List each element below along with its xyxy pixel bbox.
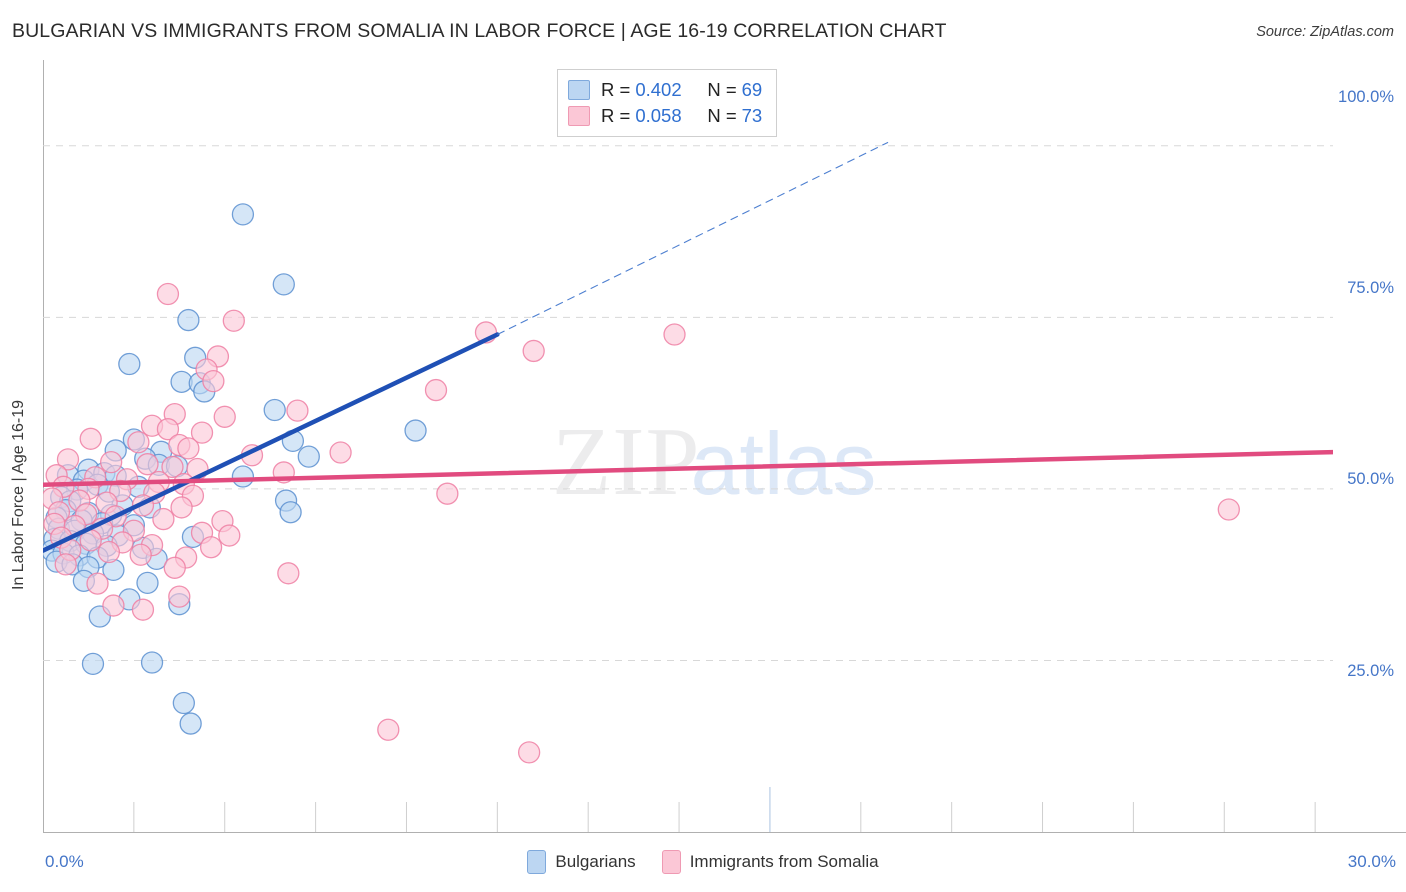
data-point bbox=[424, 378, 448, 402]
data-point bbox=[136, 571, 159, 595]
stat-n-value-bulgarians: 69 bbox=[741, 79, 763, 100]
data-point bbox=[79, 427, 102, 450]
data-point bbox=[213, 405, 236, 428]
data-point bbox=[231, 203, 255, 226]
data-point bbox=[522, 339, 545, 363]
series-legend: Bulgarians Immigrants from Somalia bbox=[0, 850, 1406, 874]
data-point bbox=[286, 399, 309, 422]
legend-swatch-somalia bbox=[661, 850, 681, 874]
plot-area bbox=[43, 60, 1333, 832]
trendline-immigrants-from-somalia bbox=[43, 449, 1333, 488]
stat-swatch-somalia bbox=[568, 106, 590, 126]
data-point bbox=[277, 562, 300, 585]
data-point bbox=[218, 524, 241, 547]
data-point bbox=[156, 282, 180, 306]
data-point bbox=[436, 482, 459, 505]
data-point bbox=[140, 651, 164, 674]
y-tick-label-75: 75.0% bbox=[1347, 279, 1394, 297]
data-point bbox=[297, 445, 320, 468]
data-point bbox=[152, 507, 175, 531]
data-point bbox=[177, 308, 200, 332]
data-point bbox=[329, 441, 352, 464]
data-point bbox=[663, 323, 686, 346]
data-point bbox=[263, 398, 286, 422]
data-point bbox=[156, 418, 180, 441]
data-point bbox=[163, 556, 186, 579]
trendline-extension-bulgarians bbox=[497, 141, 889, 335]
stat-n-value-somalia: 73 bbox=[741, 105, 763, 126]
y-axis-title: In Labor Force | Age 16-19 bbox=[10, 399, 27, 590]
data-point bbox=[517, 741, 541, 764]
source-label: Source: ZipAtlas.com bbox=[1256, 24, 1394, 40]
y-tick-label-50: 50.0% bbox=[1347, 470, 1394, 488]
stat-n-key-bulgarians: N = bbox=[707, 79, 737, 100]
data-point bbox=[100, 450, 123, 474]
data-point bbox=[136, 453, 159, 476]
y-tick-label-25: 25.0% bbox=[1347, 662, 1394, 680]
data-point bbox=[231, 465, 255, 488]
data-point bbox=[179, 712, 202, 735]
data-point bbox=[161, 455, 184, 479]
data-point bbox=[168, 585, 191, 608]
data-point bbox=[127, 431, 150, 454]
y-axis-line bbox=[43, 60, 44, 832]
data-point bbox=[56, 448, 80, 471]
stat-row-somalia: R = 0.058 N = 73 bbox=[568, 103, 762, 129]
data-point bbox=[272, 273, 295, 296]
data-point bbox=[172, 691, 195, 715]
legend-swatch-bulgarians bbox=[527, 850, 547, 874]
data-point bbox=[222, 309, 245, 332]
legend-item-somalia[interactable]: Immigrants from Somalia bbox=[661, 850, 879, 874]
data-point bbox=[1217, 498, 1240, 521]
stat-swatch-bulgarians bbox=[568, 80, 590, 100]
data-point bbox=[131, 598, 155, 621]
data-point bbox=[202, 370, 225, 393]
data-point bbox=[177, 437, 200, 460]
data-point bbox=[81, 652, 105, 676]
data-point bbox=[190, 421, 214, 444]
scatter-plot-svg bbox=[43, 141, 1333, 832]
correlation-stats-legend: R = 0.402 N = 69 R = 0.058 N = 73 bbox=[557, 69, 778, 137]
stat-row-bulgarians: R = 0.402 N = 69 bbox=[568, 77, 762, 103]
data-point bbox=[279, 501, 302, 524]
x-axis-max-label: 30.0% bbox=[1347, 852, 1396, 871]
data-point bbox=[199, 536, 223, 559]
stat-r-key-somalia: R = bbox=[601, 105, 631, 126]
data-point bbox=[170, 496, 193, 519]
data-point bbox=[54, 553, 77, 576]
y-tick-label-100: 100.0% bbox=[1338, 88, 1394, 106]
x-axis-min-label: 0.0% bbox=[45, 852, 84, 871]
legend-item-bulgarians[interactable]: Bulgarians bbox=[527, 850, 636, 874]
stat-r-value-bulgarians: 0.402 bbox=[635, 79, 682, 100]
page-title: BULGARIAN VS IMMIGRANTS FROM SOMALIA IN … bbox=[12, 20, 947, 42]
x-axis-line bbox=[43, 832, 1406, 833]
legend-label-bulgarians: Bulgarians bbox=[555, 852, 636, 871]
data-point bbox=[118, 352, 141, 376]
data-point bbox=[102, 594, 125, 617]
stat-r-key-bulgarians: R = bbox=[601, 79, 631, 100]
data-point bbox=[86, 572, 109, 595]
data-point bbox=[97, 540, 121, 564]
data-point bbox=[404, 419, 427, 442]
data-point bbox=[377, 718, 400, 741]
legend-label-somalia: Immigrants from Somalia bbox=[689, 852, 879, 871]
series-immigrants-from-somalia bbox=[43, 282, 1240, 764]
data-point bbox=[129, 543, 152, 566]
stat-r-value-somalia: 0.058 bbox=[635, 105, 682, 126]
trendline-bulgarians bbox=[43, 332, 500, 553]
stat-n-key-somalia: N = bbox=[707, 105, 737, 126]
